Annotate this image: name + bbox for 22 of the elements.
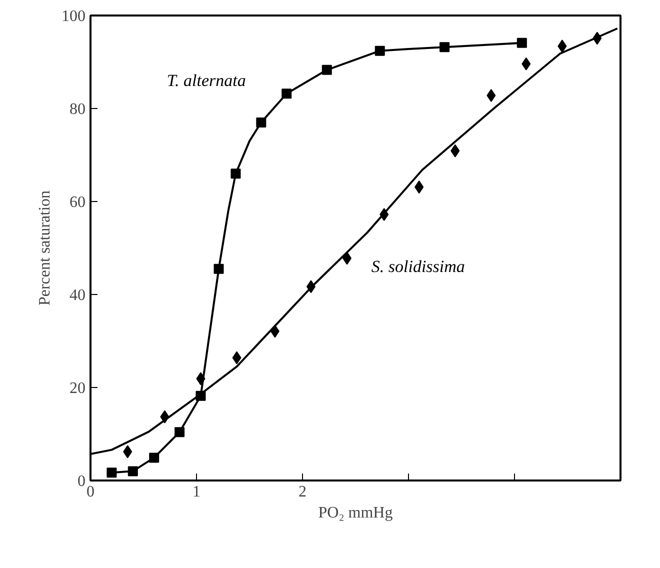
y-axis-title: Percent saturation	[36, 190, 54, 306]
x-axis-title: PO₂ mmHg	[318, 504, 393, 522]
point	[522, 57, 531, 70]
point	[342, 252, 352, 265]
point	[450, 144, 460, 158]
point	[516, 38, 527, 48]
y-tick-label: 80	[70, 101, 86, 118]
y-tick-label: 60	[70, 194, 86, 211]
y-tick-label: 0	[78, 473, 86, 490]
point	[486, 88, 496, 102]
point	[558, 40, 567, 53]
y-tick-label: 40	[70, 287, 86, 304]
y-tick-label: 20	[70, 380, 86, 397]
point	[232, 351, 242, 364]
point	[414, 180, 424, 194]
x-tick-label: 1	[192, 484, 200, 500]
y-tick-label: 100	[62, 8, 86, 25]
series-label: T. alternata	[166, 70, 246, 90]
point	[123, 445, 132, 458]
point	[106, 468, 117, 478]
series-label: S. solidissima	[371, 256, 465, 276]
x-tick-label: 2	[298, 484, 306, 500]
